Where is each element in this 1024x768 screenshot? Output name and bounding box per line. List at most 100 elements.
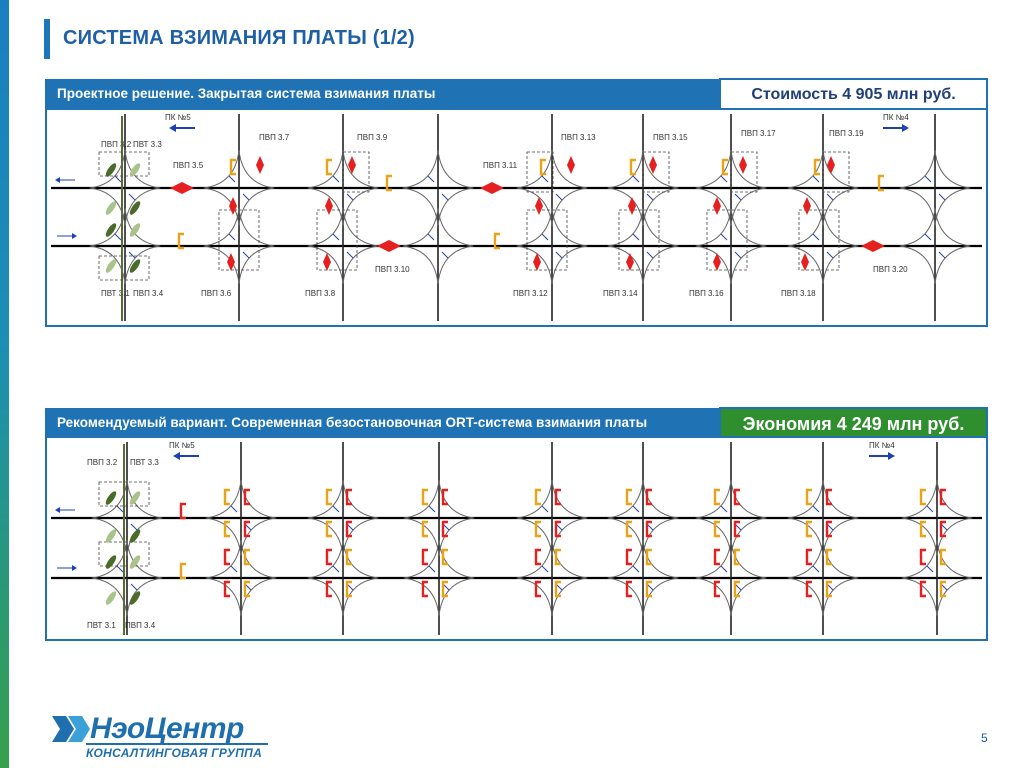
logo-mark-icon [52,716,90,742]
interchange-label-bottom: ПВП 3.14 [603,289,638,298]
km-marker-right: ПК №4 [883,113,909,122]
interchange-box [798,209,840,271]
traffic-arrow [812,233,820,241]
toll-plaza-icon [535,197,543,215]
toll-plaza-icon [256,156,264,174]
traffic-arrow [114,233,122,241]
toll-gantry-icon [223,520,230,538]
ramp-curve [607,150,644,189]
interchange-label-bottom: ПВП 3.4 [133,289,164,298]
ramp-curve [89,187,126,226]
ramp-curve [438,577,475,616]
km-marker-right: ПК №4 [869,441,895,450]
traffic-arrow [555,193,563,201]
interchange-label-bottom: ПВП 3.12 [513,289,548,298]
toll-gantry-icon [325,520,332,538]
toll-gantry-icon [805,548,812,566]
toll-gantry-icon [441,580,448,598]
traffic-arrow [646,251,654,259]
traffic-arrow [812,565,820,573]
toll-gantry-icon [441,488,448,506]
ramp-curve [403,480,440,519]
logo-subtitle: КОНСАЛТИНГОВАЯ ГРУППА [86,746,263,760]
toll-gantry-icon [733,548,740,566]
interchange-box [642,151,670,193]
ramp-curve [822,208,859,247]
ramp-curve [934,245,971,284]
ramp-curve [124,208,161,247]
traffic-arrow [230,505,238,513]
toll-plaza-icon [827,156,835,174]
ramp-curve [124,245,161,284]
toll-gantry-icon [825,520,832,538]
ramp-curve [551,245,588,284]
interchange-label-top: ПВТ 3.3 [133,140,162,149]
ramp-curve [402,208,439,247]
ramp-curve [787,187,824,226]
logo-divider [86,743,268,745]
toll-gantry-icon [325,488,332,506]
ramp-curve [342,208,379,247]
toll-gantry-icon [229,158,236,176]
interchange-label-bottom: ПВП 3.4 [125,621,156,630]
toll-plaza-icon [533,253,541,271]
toll-gantry-icon [645,548,652,566]
traffic-arrow [130,523,138,531]
traffic-arrow [332,565,340,573]
traffic-arrow [541,505,549,513]
ramp-curve [822,187,859,226]
page-number: 5 [981,731,988,745]
toll-gantry-icon [179,502,186,520]
toll-gantry-icon [805,580,812,598]
traffic-arrow [541,565,549,573]
ramp-curve [822,480,859,519]
ramp-curve [551,208,588,247]
ramp-curve [307,480,344,519]
traffic-arrow [632,233,640,241]
interchange-label-top: ПВТ 3.3 [130,458,159,467]
ramp-curve [124,150,161,189]
toll-gantry-icon [345,548,352,566]
arrowhead-icon [55,177,60,183]
ramp-curve [607,187,644,226]
toll-plaza-icon [713,197,721,215]
ramp-curve [205,480,242,519]
traffic-arrow [541,175,549,183]
traffic-arrow [114,175,122,183]
ramp-curve [91,577,128,616]
interchange-label-top: ПВП 3.5 [173,161,204,170]
toll-gantry-icon [733,488,740,506]
ramp-curve [89,245,126,284]
ramp-curve [607,245,644,284]
ramp-curve [516,150,553,189]
toll-plaza-icon [803,197,811,215]
toll-gantry-icon [554,580,561,598]
toll-gantry-icon [534,580,541,598]
traffic-arrow [812,505,820,513]
arrowhead-icon [888,452,895,460]
traffic-arrow [230,565,238,573]
ramp-curve [437,245,474,284]
toll-booth-icon [105,491,117,505]
interchange-label-top: ПВП 3.13 [561,133,596,142]
interchange-box [98,541,150,567]
ramp-curve [438,517,475,556]
toll-booth-icon [129,555,141,569]
toll-plaza-icon [229,197,237,215]
ramp-curve [695,208,732,247]
toll-gantry-icon [825,580,832,598]
toll-gantry-icon [421,580,428,598]
toll-gantry-icon [177,232,184,250]
toll-plaza-icon [480,182,504,194]
ramp-curve [126,480,163,519]
interchange-label-bottom: ПВП 3.10 [375,265,410,274]
company-logo: НэоЦентр КОНСАЛТИНГОВАЯ ГРУППА [52,712,272,762]
traffic-arrow [441,193,449,201]
ramp-curve [307,208,344,247]
ramp-curve [307,187,344,226]
toll-gantry-icon [223,580,230,598]
traffic-arrow [441,251,449,259]
interchange-box [98,481,150,507]
traffic-arrow [332,505,340,513]
ramp-curve [516,577,553,616]
